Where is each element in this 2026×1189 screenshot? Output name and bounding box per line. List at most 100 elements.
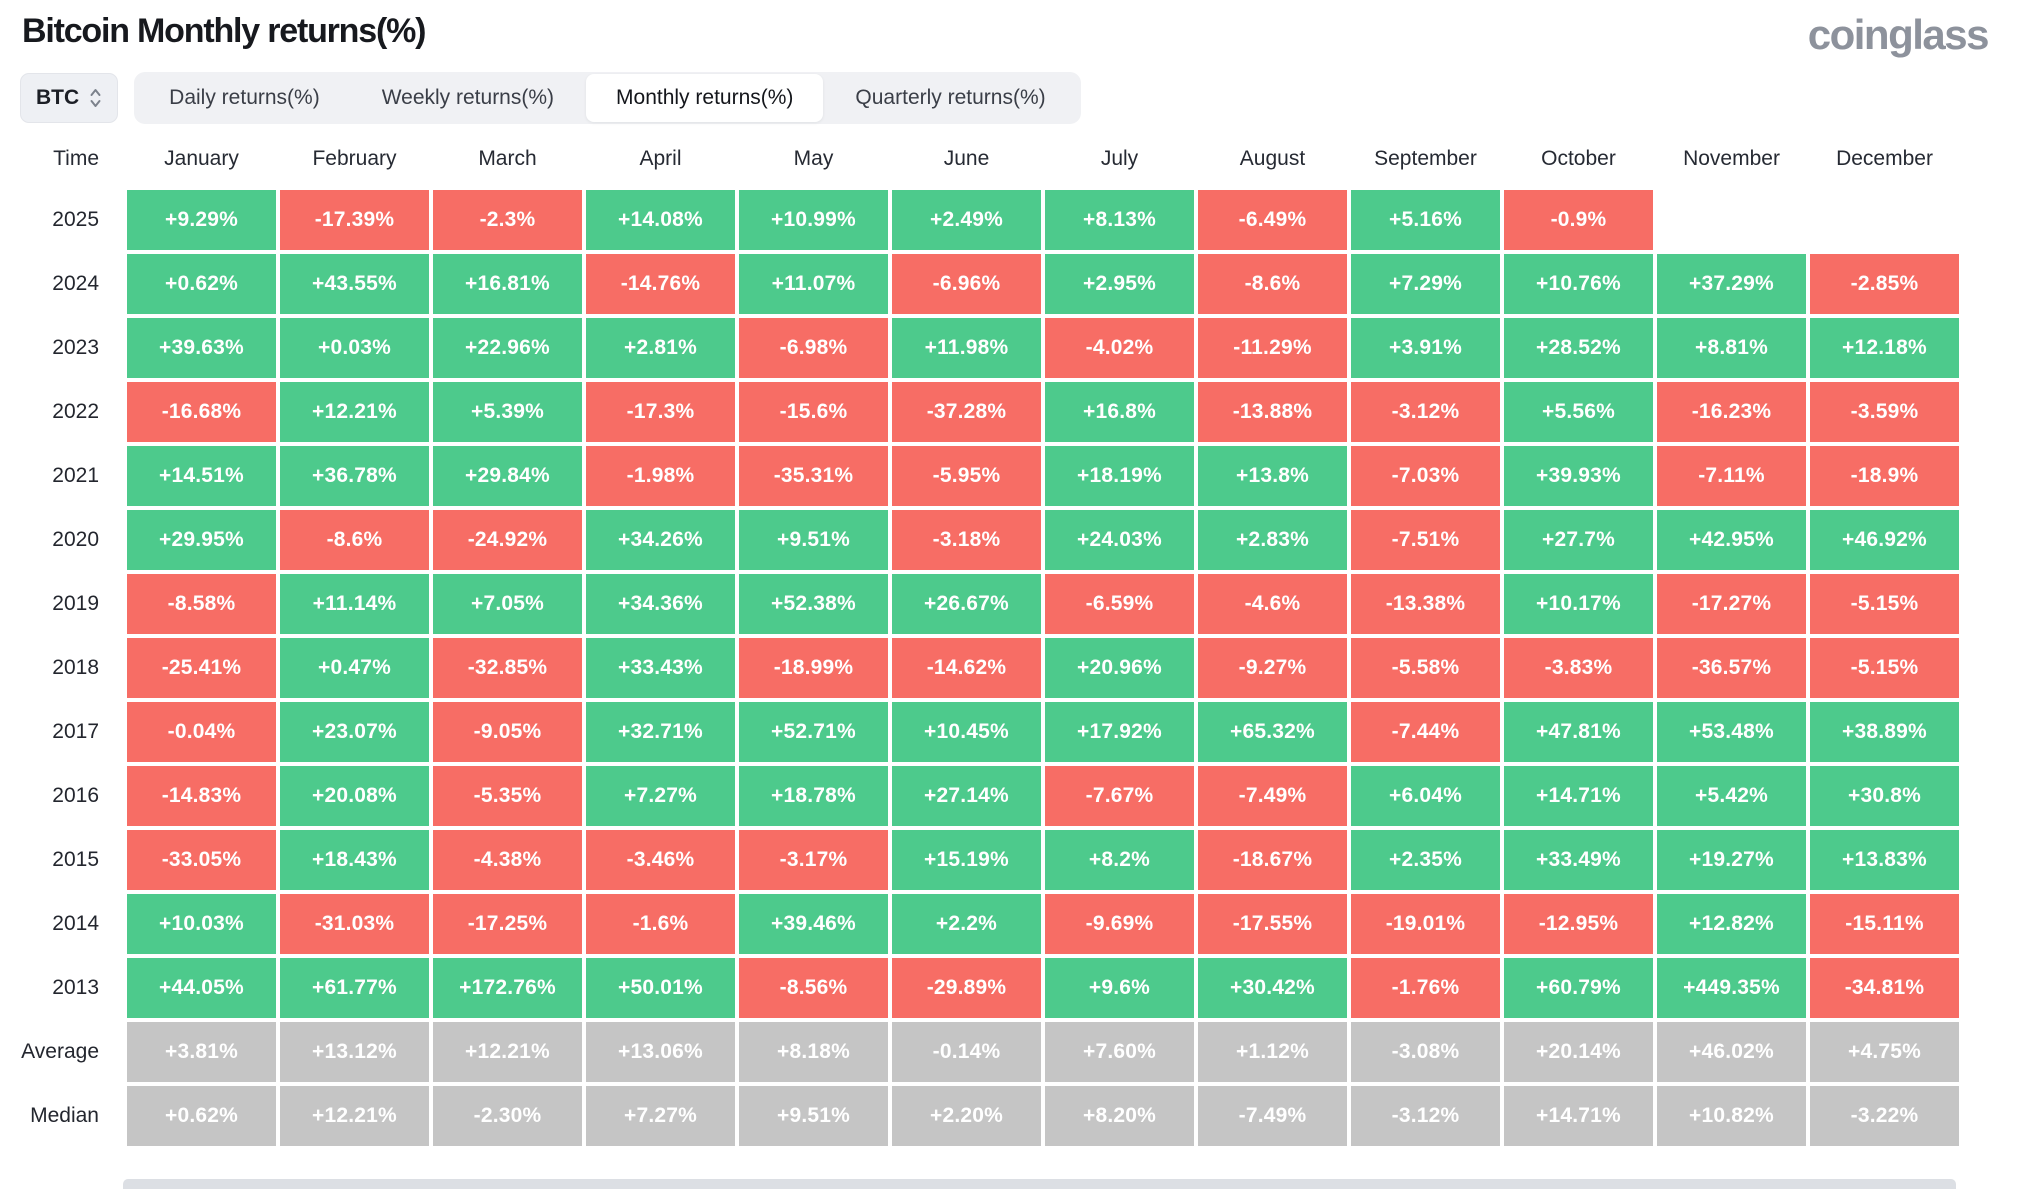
return-cell: +14.51% <box>127 446 276 506</box>
row-label: Median <box>30 1104 99 1127</box>
return-cell: -1.76% <box>1351 958 1500 1018</box>
return-cell: +39.63% <box>127 318 276 378</box>
return-cell: -11.29% <box>1198 318 1347 378</box>
return-cell: -7.03% <box>1351 446 1500 506</box>
return-cell: +2.95% <box>1045 254 1194 314</box>
row-label: 2016 <box>52 784 99 807</box>
return-cell: -5.15% <box>1810 574 1959 634</box>
returns-table: 2025 +9.29% -17.39% -2.3% +14.08% +10.99% +2.4… <box>0 190 2026 1146</box>
return-cell: -16.23% <box>1657 382 1806 442</box>
return-cell: -5.95% <box>892 446 1041 506</box>
return-cell: -17.25% <box>433 894 582 954</box>
row-label: 2017 <box>52 720 99 743</box>
column-header-march: March <box>478 147 537 170</box>
return-cell: +27.14% <box>892 766 1041 826</box>
return-cell: +0.03% <box>280 318 429 378</box>
column-header-february: February <box>312 147 397 170</box>
return-cell: -4.02% <box>1045 318 1194 378</box>
row-label: 2021 <box>52 464 99 487</box>
return-cell: +22.96% <box>433 318 582 378</box>
return-cell: +19.27% <box>1657 830 1806 890</box>
returns-period-tabs: Daily returns(%) Weekly returns(%) Month… <box>134 72 1081 124</box>
return-cell: -5.15% <box>1810 638 1959 698</box>
return-cell: +7.29% <box>1351 254 1500 314</box>
coin-selector-value: BTC <box>36 86 80 109</box>
return-cell: -3.83% <box>1504 638 1653 698</box>
return-cell: -36.57% <box>1657 638 1806 698</box>
return-cell: -14.83% <box>127 766 276 826</box>
return-cell: -15.6% <box>739 382 888 442</box>
column-header-october: October <box>1541 147 1616 170</box>
return-cell: +8.81% <box>1657 318 1806 378</box>
return-cell: +449.35% <box>1657 958 1806 1018</box>
return-cell: -1.6% <box>586 894 735 954</box>
return-cell: -3.17% <box>739 830 888 890</box>
horizontal-scrollbar[interactable] <box>123 1179 1956 1189</box>
return-cell: -19.01% <box>1351 894 1500 954</box>
tab-daily-returns[interactable]: Daily returns(%) <box>169 86 320 109</box>
row-label: 2024 <box>52 272 99 295</box>
return-cell: +12.82% <box>1657 894 1806 954</box>
return-cell: -24.92% <box>433 510 582 570</box>
return-cell: -7.67% <box>1045 766 1194 826</box>
return-cell: +11.14% <box>280 574 429 634</box>
return-cell: +61.77% <box>280 958 429 1018</box>
return-cell: +18.19% <box>1045 446 1194 506</box>
return-cell: +44.05% <box>127 958 276 1018</box>
row-label: 2019 <box>52 592 99 615</box>
tab-monthly-returns[interactable]: Monthly returns(%) <box>586 74 824 122</box>
return-cell: +20.96% <box>1045 638 1194 698</box>
coin-selector[interactable]: BTC <box>20 73 119 123</box>
return-cell: -9.69% <box>1045 894 1194 954</box>
chevron-up-down-icon <box>89 86 102 110</box>
return-cell: +29.95% <box>127 510 276 570</box>
return-cell: -37.28% <box>892 382 1041 442</box>
column-header-september: September <box>1374 147 1477 170</box>
return-cell: -3.46% <box>586 830 735 890</box>
return-cell: -17.3% <box>586 382 735 442</box>
tab-weekly-returns[interactable]: Weekly returns(%) <box>381 86 555 109</box>
return-cell: -7.49% <box>1198 766 1347 826</box>
return-cell: +28.52% <box>1504 318 1653 378</box>
return-cell: -13.38% <box>1351 574 1500 634</box>
return-cell: +9.51% <box>739 1086 888 1146</box>
return-cell: +37.29% <box>1657 254 1806 314</box>
return-cell: +20.08% <box>280 766 429 826</box>
return-cell: +18.43% <box>280 830 429 890</box>
return-cell: +13.12% <box>280 1022 429 1082</box>
return-cell: -6.96% <box>892 254 1041 314</box>
page-header: Bitcoin Monthly returns(%) coinglass <box>0 0 2026 56</box>
return-cell: -2.3% <box>433 190 582 250</box>
return-cell: +34.26% <box>586 510 735 570</box>
return-cell: -7.51% <box>1351 510 1500 570</box>
return-cell: -3.59% <box>1810 382 1959 442</box>
row-label: 2025 <box>52 208 99 231</box>
return-cell: -6.98% <box>739 318 888 378</box>
return-cell: -1.98% <box>586 446 735 506</box>
return-cell: +11.07% <box>739 254 888 314</box>
return-cell: +10.45% <box>892 702 1041 762</box>
return-cell: -9.27% <box>1198 638 1347 698</box>
return-cell: +9.29% <box>127 190 276 250</box>
return-cell: +13.06% <box>586 1022 735 1082</box>
return-cell: +5.39% <box>433 382 582 442</box>
return-cell: -8.56% <box>739 958 888 1018</box>
return-cell: +8.18% <box>739 1022 888 1082</box>
return-cell: +46.92% <box>1810 510 1959 570</box>
return-cell: -6.59% <box>1045 574 1194 634</box>
return-cell: +12.21% <box>280 1086 429 1146</box>
return-cell: +14.71% <box>1504 766 1653 826</box>
column-header-april: April <box>639 147 682 170</box>
row-label: Average <box>21 1040 99 1063</box>
return-cell: -3.18% <box>892 510 1041 570</box>
return-cell: +39.46% <box>739 894 888 954</box>
return-cell: +36.78% <box>280 446 429 506</box>
return-cell: +7.27% <box>586 766 735 826</box>
return-cell: +65.32% <box>1198 702 1347 762</box>
return-cell: +13.8% <box>1198 446 1347 506</box>
return-cell: +30.42% <box>1198 958 1347 1018</box>
return-cell: +2.20% <box>892 1086 1041 1146</box>
return-cell: +13.83% <box>1810 830 1959 890</box>
return-cell: -17.39% <box>280 190 429 250</box>
tab-quarterly-returns[interactable]: Quarterly returns(%) <box>855 86 1046 109</box>
